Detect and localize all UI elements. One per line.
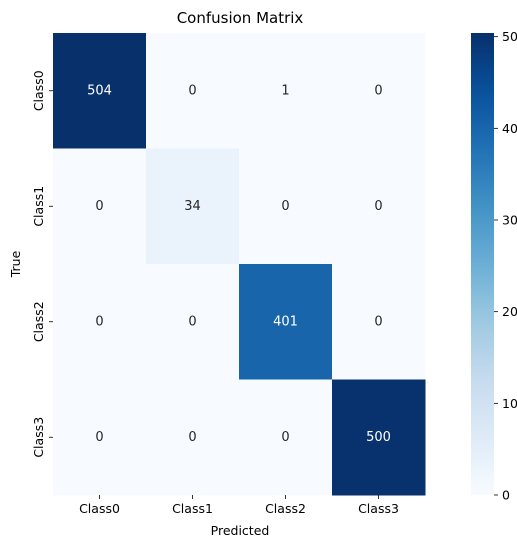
heatmap-cell: [53, 33, 147, 149]
colorbar-tick-label: 100: [502, 396, 517, 411]
y-tick-label: Class1: [31, 186, 46, 227]
cell-value-label: 0: [95, 314, 103, 329]
x-tick-label: Class0: [79, 501, 120, 516]
chart-title: Confusion Matrix: [177, 9, 304, 27]
heatmap-cell: [332, 33, 426, 149]
y-tick-label: Class2: [31, 301, 46, 342]
cell-value-label: 0: [374, 199, 382, 214]
cell-value-label: 34: [184, 199, 201, 214]
heatmap-cell: [239, 264, 333, 380]
cell-value-label: 0: [374, 83, 382, 98]
y-axis-label: True: [8, 250, 23, 278]
colorbar-tick-label: 0: [502, 488, 510, 503]
y-tick-label: Class0: [31, 70, 46, 111]
cell-value-label: 1: [281, 83, 289, 98]
colorbar-tick-label: 400: [502, 121, 517, 136]
heatmap-cell: [53, 148, 147, 265]
cell-value-label: 0: [281, 199, 289, 214]
heatmap-cell: [239, 33, 333, 149]
heatmap-cell: [53, 264, 147, 380]
colorbar-tick-label: 200: [502, 304, 517, 319]
x-axis-ticks: Class0 Class1 Class2 Class3: [79, 495, 399, 516]
colorbar-tick-label: 500: [502, 29, 517, 44]
colorbar-ticks: 0 100 200 300 400 500: [494, 29, 517, 503]
heatmap-cell: [146, 379, 240, 496]
heatmap-cell: [332, 379, 426, 496]
heatmap-cell: [332, 148, 426, 265]
cell-value-label: 0: [281, 430, 289, 445]
heatmap-cell: [146, 33, 240, 149]
heatmap-cell: [146, 264, 240, 380]
heatmap-cells: 504 0 1 0 0 34 0 0 0 0 401 0 0 0 0 500: [53, 33, 426, 496]
heatmap-cell: [332, 264, 426, 380]
cell-value-label: 0: [95, 199, 103, 214]
cell-value-label: 0: [188, 83, 196, 98]
cell-value-label: 0: [188, 314, 196, 329]
y-axis-ticks: Class0 Class1 Class2 Class3: [31, 70, 53, 458]
x-tick-label: Class2: [265, 501, 306, 516]
cell-value-label: 0: [188, 430, 196, 445]
heatmap-cell: [239, 148, 333, 265]
x-tick-label: Class3: [358, 501, 399, 516]
cell-value-label: 401: [273, 314, 298, 329]
cell-value-label: 500: [366, 430, 391, 445]
heatmap-cell: [239, 379, 333, 496]
y-tick-label: Class3: [31, 417, 46, 458]
colorbar: [471, 33, 494, 495]
x-axis-label: Predicted: [211, 523, 270, 538]
heatmap-cell: [146, 148, 240, 265]
x-tick-label: Class1: [172, 501, 213, 516]
cell-value-label: 0: [95, 430, 103, 445]
colorbar-tick-label: 300: [502, 213, 517, 228]
heatmap-cell: [53, 379, 147, 496]
cell-value-label: 504: [87, 83, 112, 98]
cell-value-label: 0: [374, 314, 382, 329]
